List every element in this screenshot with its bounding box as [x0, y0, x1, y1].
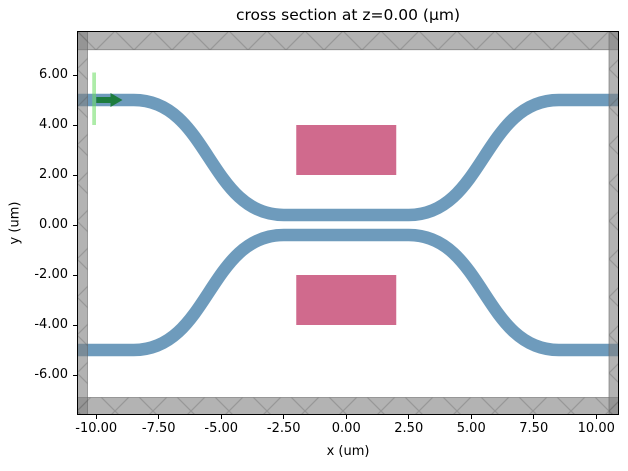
x-tick-label: 7.50 [519, 421, 549, 436]
y-tick-label: -2.00 [34, 267, 68, 282]
source-direction-arrow-icon [96, 93, 123, 107]
y-tick-mark [72, 74, 77, 76]
heater-block-bottom [296, 275, 397, 325]
y-tick-mark [72, 174, 77, 176]
y-tick-mark [72, 224, 77, 226]
x-tick-mark [95, 415, 97, 419]
heater-block-top [296, 125, 397, 175]
x-tick-label: 10.00 [577, 421, 615, 436]
x-tick-mark [345, 415, 347, 419]
plot-title: cross section at z=0.00 (μm) [236, 6, 460, 24]
y-tick-label: 4.00 [39, 117, 68, 132]
x-axis-ticks: -10.00 -7.50 -5.00 -2.50 0.00 2.50 5.00 7.50 10.… [75, 415, 619, 449]
top-waveguide [77, 93, 619, 222]
x-tick-mark [158, 415, 160, 419]
y-tick-label: 0.00 [39, 217, 68, 232]
x-tick-label: 5.00 [456, 421, 486, 436]
y-tick-label: 6.00 [39, 67, 68, 82]
x-axis-label: x (um) [326, 444, 370, 459]
x-tick-mark [408, 415, 410, 419]
y-tick-label: -6.00 [34, 367, 68, 382]
y-tick-label: -4.00 [34, 317, 68, 332]
x-tick-mark [470, 415, 472, 419]
x-tick-mark [533, 415, 535, 419]
x-tick-label: -10.00 [75, 421, 118, 436]
pml-left-hatch [77, 31, 88, 415]
pml-bottom-hatch [77, 397, 619, 415]
pml-right-hatch [609, 31, 619, 415]
x-tick-mark [595, 415, 597, 419]
x-tick-label: -5.00 [204, 421, 239, 436]
y-axis-ticks: 6.00 4.00 2.00 0.00 -2.00 -4.00 -6.00 [0, 31, 77, 415]
plot-area [77, 31, 619, 415]
y-tick-mark [72, 274, 77, 276]
axes-spines [77, 31, 619, 415]
y-tick-label: 2.00 [39, 167, 68, 182]
x-tick-label: -2.50 [266, 421, 301, 436]
x-tick-label: -7.50 [141, 421, 176, 436]
x-tick-mark [283, 415, 285, 419]
x-tick-mark [220, 415, 222, 419]
x-tick-label: 0.00 [331, 421, 361, 436]
source-port-line [92, 72, 96, 125]
x-tick-label: 2.50 [394, 421, 424, 436]
pml-top-hatch [77, 31, 619, 50]
bottom-waveguide [77, 228, 619, 357]
y-tick-mark [72, 374, 77, 376]
y-tick-mark [72, 324, 77, 326]
y-tick-mark [72, 124, 77, 126]
